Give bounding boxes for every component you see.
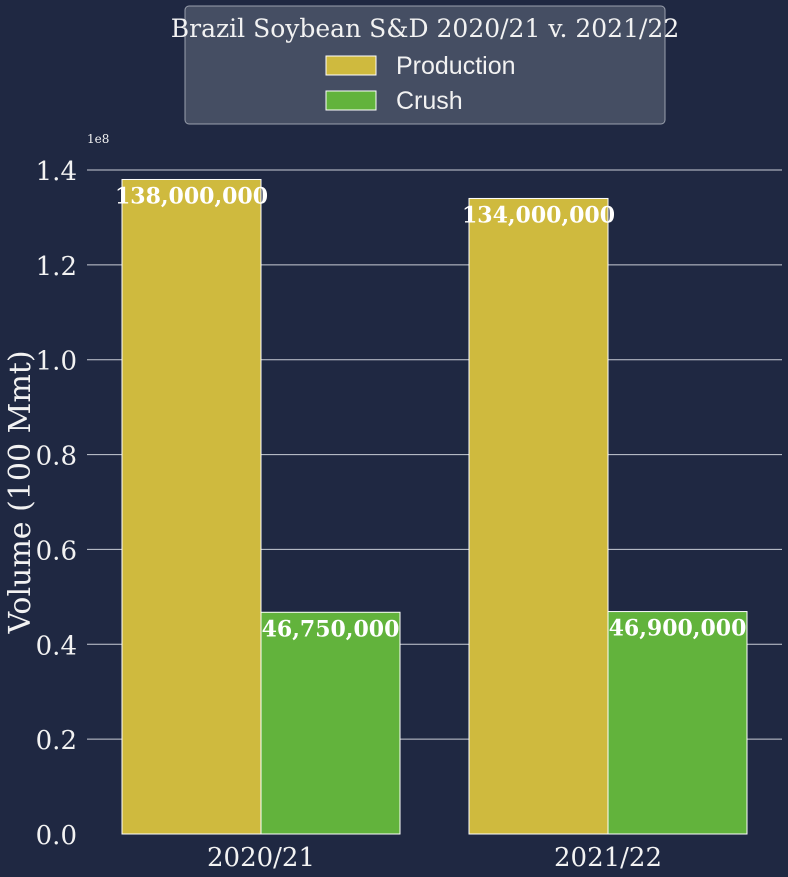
bar-production-1 bbox=[468, 197, 609, 835]
y-tick-label-4: 0.8 bbox=[36, 442, 77, 472]
legend-box bbox=[184, 5, 666, 125]
y-tick-label-2: 0.4 bbox=[36, 631, 77, 661]
legend-title: Brazil Soybean S&D 2020/21 v. 2021/22 bbox=[171, 14, 679, 43]
legend-label-production: Production bbox=[396, 52, 516, 80]
y-offset-text: 1e8 bbox=[87, 132, 109, 146]
y-axis-label: Volume (100 Mmt) bbox=[3, 350, 38, 634]
data-label-production-0: 138,000,000 bbox=[115, 183, 268, 209]
legend-swatch-production bbox=[325, 55, 377, 76]
bar-crush-1 bbox=[607, 611, 748, 835]
y-tick-label-3: 0.6 bbox=[36, 536, 77, 566]
data-label-crush-0: 46,750,000 bbox=[262, 616, 400, 642]
y-tick-label-5: 1.0 bbox=[36, 347, 77, 377]
y-tick-label-6: 1.2 bbox=[36, 252, 77, 282]
x-tick-label-1: 2021/22 bbox=[554, 843, 662, 873]
y-tick-label-1: 0.2 bbox=[36, 726, 77, 756]
axis-layer: 1e8 Volume (100 Mmt) 0.0 0.2 0.4 0.6 0.8 1.0 1… bbox=[3, 132, 662, 873]
bar-crush-0 bbox=[260, 611, 401, 835]
data-label-production-1: 134,000,000 bbox=[462, 202, 615, 228]
data-label-crush-1: 46,900,000 bbox=[609, 616, 747, 642]
bar-layer: 138,000,000 46,750,000 134,000,000 46,900,0… bbox=[115, 178, 748, 835]
legend: Brazil Soybean S&D 2020/21 v. 2021/22 Pr… bbox=[171, 5, 679, 125]
y-tick-label-7: 1.4 bbox=[36, 157, 77, 187]
x-tick-label-0: 2020/21 bbox=[207, 843, 315, 873]
bar-production-0 bbox=[121, 178, 262, 835]
legend-label-crush: Crush bbox=[396, 87, 463, 115]
y-tick-label-0: 0.0 bbox=[36, 821, 77, 851]
legend-swatch-crush bbox=[325, 90, 377, 111]
